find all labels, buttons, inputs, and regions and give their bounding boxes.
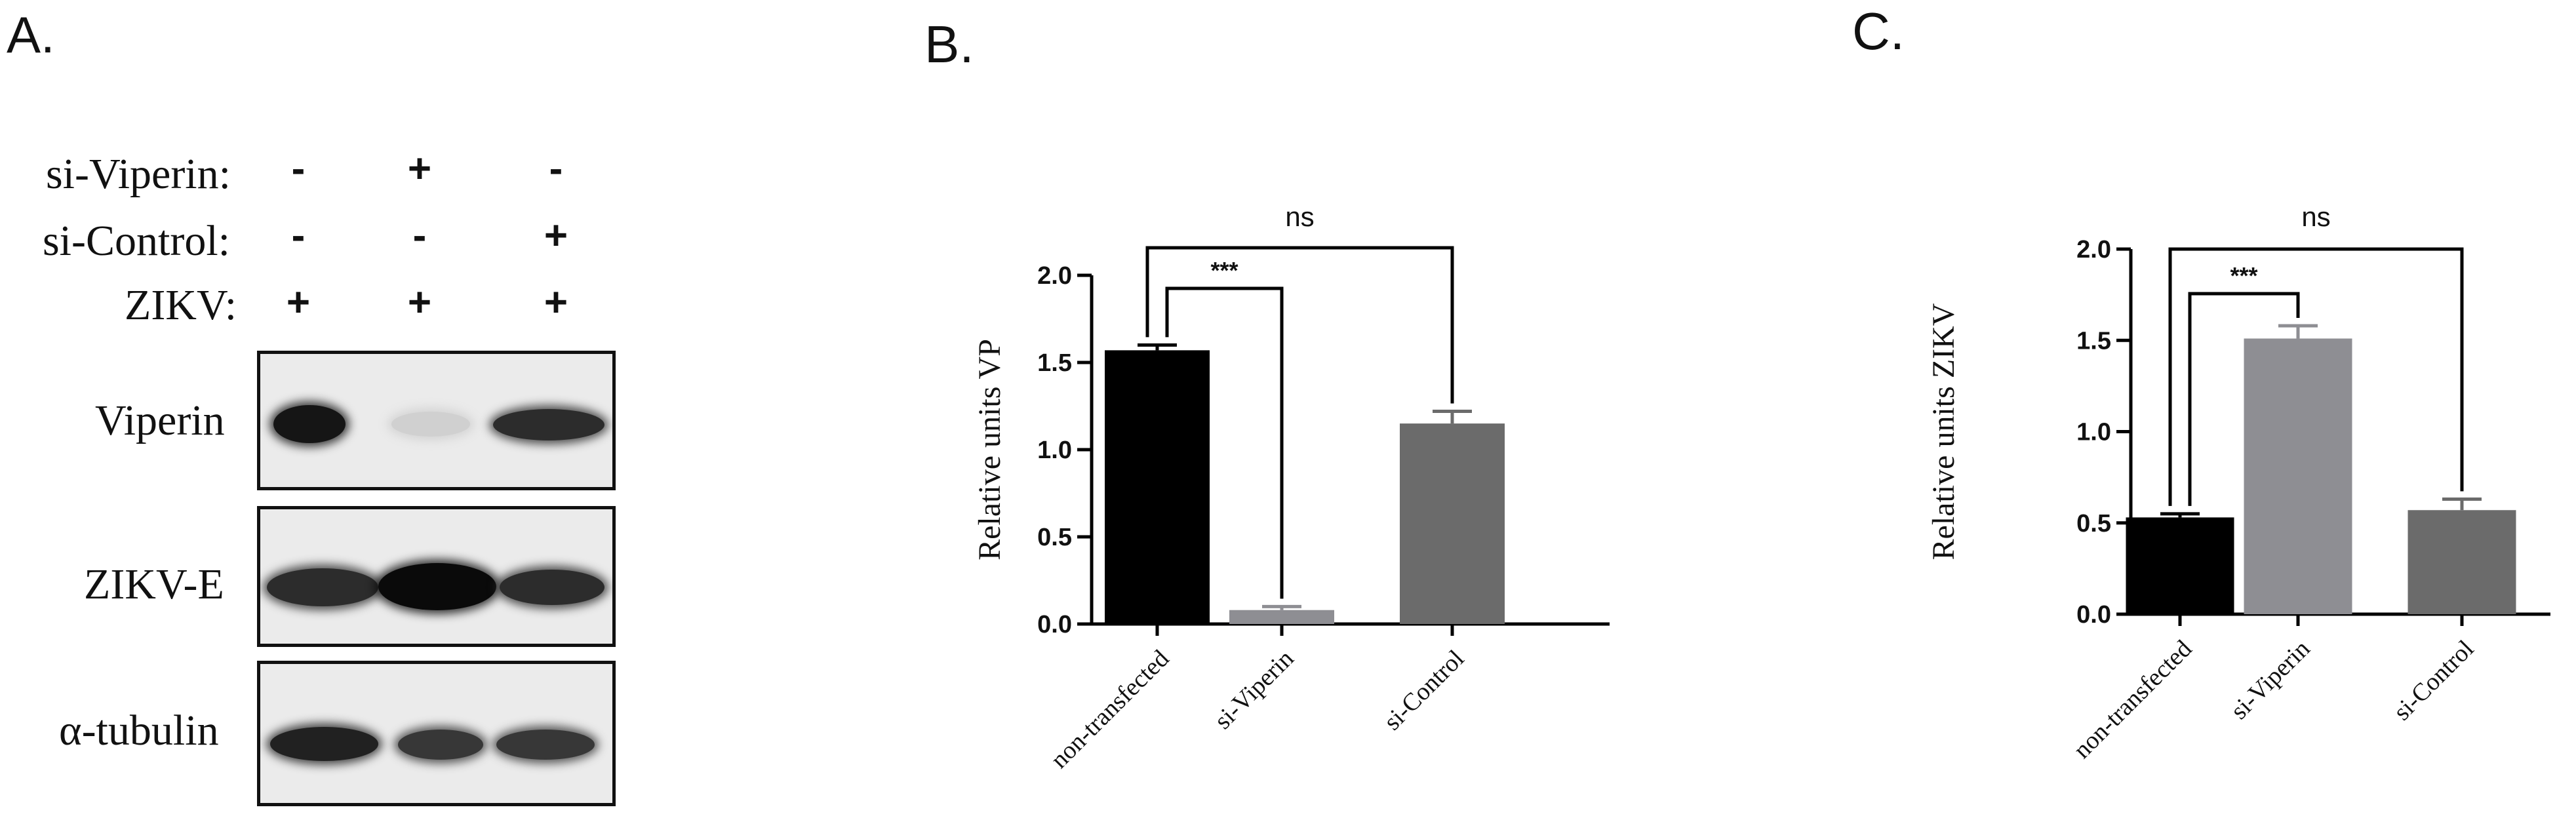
- condition-label-si-viperin: si-Viperin:: [46, 150, 231, 198]
- significance-label: ns: [2301, 201, 2330, 232]
- blot-band: [500, 570, 604, 605]
- blot-band: [273, 405, 346, 443]
- y-axis-label: Relative units ZIKV: [1926, 303, 1961, 560]
- y-tick-label: 0.5: [1037, 524, 1072, 551]
- blot-band: [378, 563, 496, 610]
- chart-1: C. 0.0 0.5 1.0 1.5 2.0 Relative units ZIKV non-…: [1852, 2, 2550, 764]
- bar: [1229, 610, 1334, 624]
- significance-bracket: [2188, 292, 2300, 506]
- chart-0: B. 0.0 0.5 1.0 1.5 2.0 Relative units VP non-tr…: [924, 15, 1610, 773]
- y-tick-label: 0.0: [1037, 611, 1072, 638]
- condition-sign: +: [407, 280, 432, 325]
- bar: [1105, 350, 1210, 624]
- condition-label-zikv: ZIKV:: [125, 281, 237, 329]
- x-tick-label: non-transfected: [2069, 635, 2198, 764]
- y-axis-label: Relative units VP: [972, 339, 1007, 560]
- bar: [2244, 338, 2352, 614]
- significance-bracket: [2168, 247, 2464, 506]
- panel-a-letter: A.: [7, 6, 55, 64]
- blot-band: [267, 568, 378, 606]
- bar: [2126, 517, 2234, 614]
- x-tick-label: si-Viperin: [1209, 645, 1299, 735]
- significance-label: ns: [1285, 201, 1314, 232]
- blot-label-zikv-e: ZIKV-E: [84, 560, 224, 608]
- blot-label-viperin: Viperin: [95, 397, 225, 444]
- y-tick-label: 1.5: [2076, 327, 2111, 355]
- blot-band: [391, 412, 470, 437]
- significance-label: ***: [1210, 257, 1238, 284]
- y-tick-label: 0.0: [2076, 601, 2111, 629]
- bar: [2408, 510, 2516, 614]
- blot-zikv-e: [257, 506, 616, 647]
- y-tick-label: 1.0: [2076, 419, 2111, 446]
- x-tick-label: si-Control: [2388, 635, 2480, 726]
- significance-bracket: [1165, 286, 1284, 599]
- blot-viperin: [257, 351, 616, 490]
- y-tick-label: 2.0: [2076, 236, 2111, 264]
- blot-alpha-tubulin: [257, 661, 616, 806]
- y-tick-label: 1.0: [1037, 437, 1072, 464]
- condition-sign: -: [291, 146, 306, 191]
- condition-sign: +: [286, 280, 311, 325]
- blot-band: [496, 730, 595, 760]
- condition-sign: +: [544, 213, 568, 258]
- bar: [1400, 423, 1505, 624]
- x-tick-label: si-Viperin: [2225, 635, 2315, 725]
- panel-letter: B.: [924, 15, 974, 73]
- condition-sign: -: [291, 213, 306, 258]
- blot-band: [270, 727, 378, 761]
- x-tick-label: non-transfected: [1046, 645, 1175, 774]
- condition-sign: -: [412, 213, 427, 258]
- significance-label: ***: [2230, 262, 2257, 289]
- y-tick-label: 1.5: [1037, 349, 1072, 377]
- blot-label-alpha-tubulin: α-tubulin: [59, 707, 219, 754]
- y-tick-label: 0.5: [2076, 510, 2111, 537]
- blot-band: [493, 409, 604, 440]
- condition-sign: +: [544, 280, 568, 325]
- y-tick-label: 2.0: [1037, 262, 1072, 290]
- blot-band: [398, 730, 483, 760]
- significance-bracket: [1145, 246, 1454, 404]
- condition-sign: +: [407, 146, 432, 191]
- condition-label-si-control: si-Control:: [43, 217, 231, 265]
- condition-sign: -: [549, 146, 563, 191]
- x-tick-label: si-Control: [1379, 645, 1470, 736]
- panel-letter: C.: [1852, 2, 1905, 60]
